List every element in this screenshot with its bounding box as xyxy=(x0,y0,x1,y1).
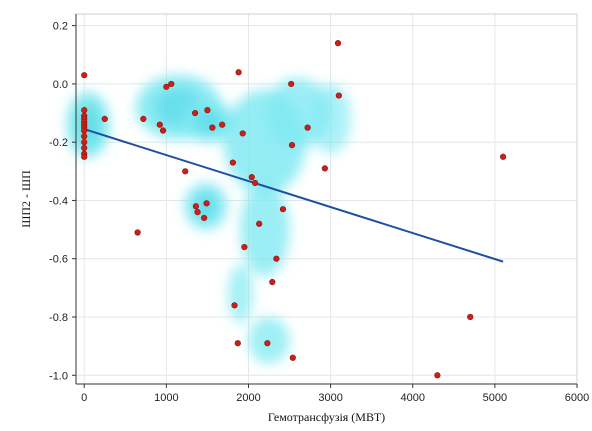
y-tick-label: 0.2 xyxy=(53,21,68,33)
data-point xyxy=(140,115,147,122)
data-point xyxy=(289,354,296,361)
density-blob xyxy=(240,182,290,277)
axes xyxy=(72,14,578,388)
data-point xyxy=(219,121,226,128)
data-point xyxy=(192,203,200,210)
data-point xyxy=(81,153,88,160)
data-point xyxy=(81,127,88,134)
data-point xyxy=(499,153,507,160)
data-point xyxy=(269,278,276,286)
data-point xyxy=(434,372,441,379)
data-point xyxy=(163,83,170,90)
data-point xyxy=(335,92,342,99)
data-point xyxy=(234,340,241,347)
data-point xyxy=(241,243,248,251)
y-tick-label: -0.2 xyxy=(49,137,68,149)
data-point xyxy=(467,313,474,321)
data-point xyxy=(229,159,236,166)
data-point xyxy=(239,130,246,137)
y-tick-label: 0.0 xyxy=(53,79,68,91)
density-blob xyxy=(194,109,224,135)
data-points xyxy=(81,40,507,379)
data-point xyxy=(288,142,296,149)
data-point xyxy=(231,302,238,309)
grid-lines xyxy=(76,14,578,384)
data-point xyxy=(134,229,141,236)
data-point xyxy=(235,69,242,76)
data-point xyxy=(279,206,287,213)
density-blob xyxy=(227,264,253,323)
regression-line-group xyxy=(83,128,504,263)
data-point xyxy=(159,127,167,134)
data-point xyxy=(204,107,211,114)
data-point xyxy=(321,165,328,172)
data-point xyxy=(264,340,271,347)
regression-line xyxy=(83,128,504,263)
tick-labels: 0 1000 2000 3000 4000 5000 6000 0.2 0.0 -0.2 -0.4 -… xyxy=(49,21,589,404)
data-point xyxy=(101,115,108,122)
x-tick-label: 0 xyxy=(81,392,87,404)
y-tick-label: -1.0 xyxy=(49,370,68,382)
data-point xyxy=(182,168,189,175)
density-blob xyxy=(310,83,352,154)
data-point xyxy=(209,124,216,131)
x-tick-label: 6000 xyxy=(565,392,589,404)
data-point xyxy=(191,109,199,117)
y-tick-label: -0.6 xyxy=(49,254,68,266)
data-point xyxy=(201,214,208,222)
density-blob xyxy=(248,316,290,364)
data-point xyxy=(248,174,255,181)
data-point xyxy=(168,80,175,88)
x-tick-label: 5000 xyxy=(483,392,507,404)
y-tick-label: -0.8 xyxy=(49,312,68,324)
data-point xyxy=(288,80,295,88)
data-point xyxy=(81,144,88,152)
data-point xyxy=(81,139,88,146)
data-point xyxy=(81,72,88,79)
x-tick-label: 2000 xyxy=(236,392,260,404)
y-axis-title: ШП2 - ШП xyxy=(19,170,33,228)
data-point xyxy=(194,209,201,216)
data-point xyxy=(256,220,263,227)
data-point xyxy=(203,200,210,207)
data-point xyxy=(273,255,280,262)
data-point xyxy=(334,40,342,47)
x-axis-title: Гемотрансфузія (МВТ) xyxy=(268,410,385,424)
x-tick-label: 1000 xyxy=(154,392,178,404)
data-point xyxy=(251,179,259,187)
data-point xyxy=(304,124,311,131)
data-point xyxy=(81,133,88,140)
y-tick-label: -0.4 xyxy=(49,195,68,207)
x-tick-label: 3000 xyxy=(318,392,342,404)
data-point xyxy=(81,107,88,114)
x-tick-label: 4000 xyxy=(400,392,424,404)
data-point xyxy=(156,121,163,128)
